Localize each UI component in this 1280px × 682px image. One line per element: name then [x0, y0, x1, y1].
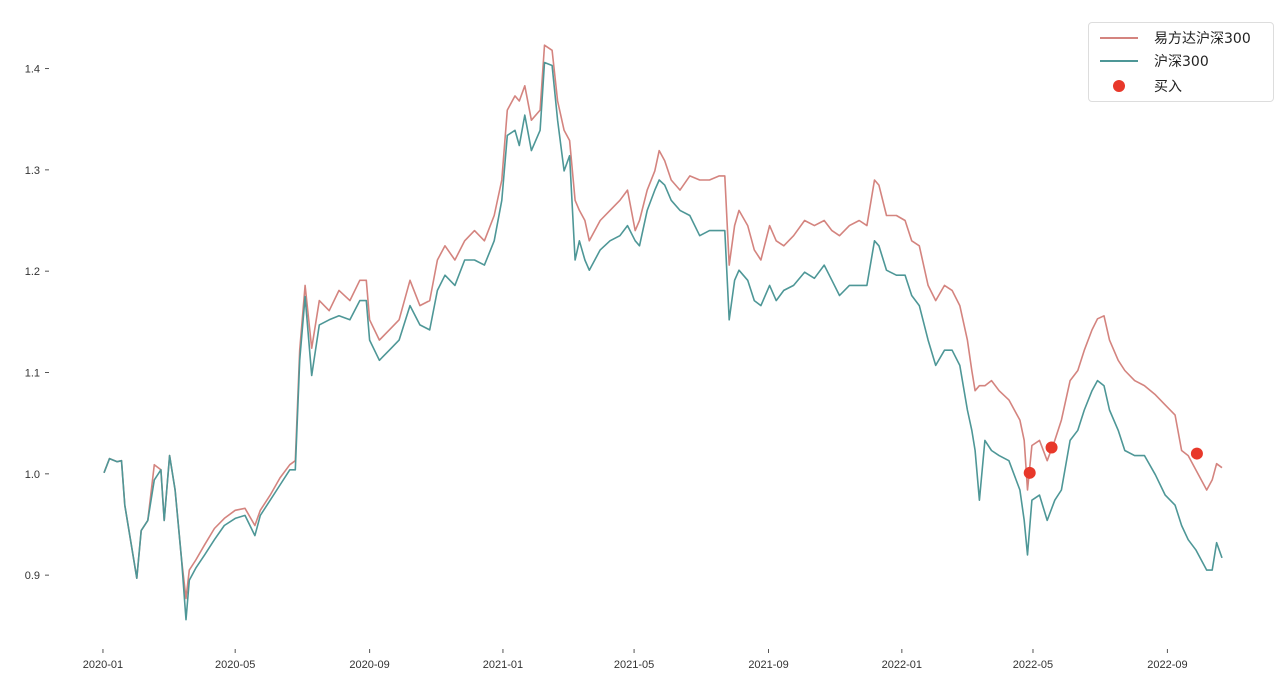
- buy-point: [1190, 447, 1203, 460]
- legend-label-fund: 易方达沪深300: [1154, 31, 1251, 47]
- plot-lines: [103, 44, 1223, 621]
- legend: 易方达沪深300 沪深300 买入: [1088, 22, 1274, 102]
- y-tick-label: 0.9: [25, 570, 40, 582]
- buy-point: [1023, 466, 1036, 479]
- y-tick-label: 1.0: [25, 469, 40, 481]
- y-tick-label: 1.3: [25, 165, 40, 177]
- series-line-index: [103, 61, 1223, 621]
- buy-points: [1023, 441, 1203, 479]
- x-tick-label: 2021-01: [483, 659, 523, 671]
- legend-item-index: 沪深300: [1089, 50, 1209, 72]
- x-tick-label: 2022-01: [882, 659, 922, 671]
- legend-swatch-fund: [1100, 37, 1138, 39]
- y-axis: 0.9 1.0 1.1 1.2 1.3 1.4: [25, 64, 49, 582]
- legend-item-fund: 易方达沪深300: [1089, 27, 1251, 49]
- x-tick-label: 2021-09: [748, 659, 788, 671]
- legend-label-buy: 买入: [1154, 79, 1182, 95]
- series-line-fund: [103, 44, 1223, 600]
- legend-label-index: 沪深300: [1154, 54, 1209, 70]
- x-tick-label: 2021-05: [614, 659, 654, 671]
- x-tick-label: 2022-09: [1147, 659, 1187, 671]
- legend-item-buy: 买入: [1089, 75, 1182, 97]
- legend-marker-buy: [1113, 80, 1125, 92]
- x-tick-label: 2022-05: [1013, 659, 1053, 671]
- x-tick-label: 2020-01: [83, 659, 123, 671]
- x-tick-label: 2020-05: [215, 659, 255, 671]
- y-tick-label: 1.2: [25, 266, 40, 278]
- x-tick-label: 2020-09: [349, 659, 389, 671]
- y-tick-label: 1.4: [25, 64, 40, 76]
- legend-swatch-index: [1100, 60, 1138, 62]
- buy-point: [1045, 441, 1058, 454]
- x-axis: 2020-01 2020-05 2020-09 2021-01 2021-05 2021-…: [83, 649, 1188, 671]
- y-tick-label: 1.1: [25, 368, 40, 380]
